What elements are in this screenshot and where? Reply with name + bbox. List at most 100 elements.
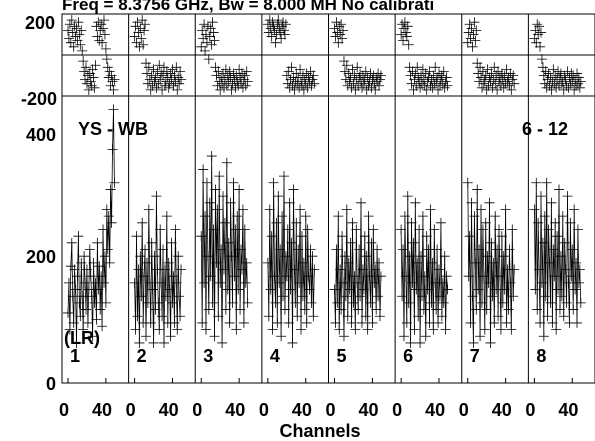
phase-point	[486, 68, 497, 79]
phase-point	[214, 76, 225, 87]
phase-point	[546, 84, 557, 95]
phase-point	[334, 21, 345, 32]
amp-point	[431, 304, 442, 315]
phase-point	[85, 76, 96, 87]
amp-point	[554, 304, 565, 315]
amp-point	[214, 171, 225, 182]
amp-point	[218, 191, 229, 202]
amp-point	[95, 304, 106, 315]
phase-point	[474, 76, 485, 87]
amp-point	[225, 197, 236, 208]
amp-point	[132, 311, 143, 322]
amp-point	[495, 324, 506, 335]
amp-point	[204, 197, 215, 208]
amp-point	[550, 217, 561, 228]
amp-point	[414, 224, 425, 235]
amp-point	[85, 271, 96, 282]
phase-point	[571, 80, 582, 91]
phase-point	[298, 84, 309, 95]
amp-point	[330, 317, 341, 328]
amp-point	[285, 284, 296, 295]
phase-point	[99, 29, 110, 40]
amp-point	[288, 184, 299, 195]
phase-point	[332, 27, 343, 38]
amp-point	[99, 251, 110, 262]
amp-point	[352, 277, 363, 288]
phase-point	[283, 66, 294, 77]
amp-point	[436, 311, 447, 322]
phase-point	[553, 66, 564, 77]
phase-point	[342, 80, 353, 91]
amp-point	[141, 257, 152, 268]
phase-point	[217, 78, 228, 89]
phase-point	[346, 82, 357, 93]
amp-point	[477, 224, 488, 235]
amp-point	[553, 284, 564, 295]
amp-point	[173, 251, 184, 262]
amp-point	[206, 151, 217, 162]
amp-point	[563, 277, 574, 288]
amp-point	[150, 304, 161, 315]
phase-point	[90, 60, 101, 71]
phase-point	[137, 15, 148, 26]
amp-point	[197, 317, 208, 328]
phase-point	[475, 62, 486, 73]
phase-point	[160, 76, 171, 87]
phase-point	[572, 78, 583, 89]
xtick-label: 0	[459, 400, 469, 420]
phase-point	[162, 72, 173, 83]
phase-point	[360, 66, 371, 77]
baseline-label: YS - WB	[78, 119, 148, 139]
amp-point	[552, 231, 563, 242]
amp-point	[301, 317, 312, 328]
phase-point	[563, 82, 574, 93]
phase-point	[358, 78, 369, 89]
amp-point	[465, 317, 476, 328]
amp-point	[494, 271, 505, 282]
phase-point	[541, 82, 552, 93]
amp-point	[423, 244, 434, 255]
phase-point	[534, 21, 545, 32]
phase-point	[548, 64, 559, 75]
phase-point	[172, 84, 183, 95]
phase-point	[485, 76, 496, 87]
amp-point	[537, 237, 548, 248]
amp-point	[156, 277, 167, 288]
phase-point	[430, 62, 441, 73]
amp-point	[263, 311, 274, 322]
amp-point	[464, 231, 475, 242]
phase-point	[498, 82, 509, 93]
phase-point	[562, 66, 573, 77]
amp-point	[406, 217, 417, 228]
amp-point	[277, 211, 288, 222]
phase-point	[507, 74, 518, 85]
phase-point	[285, 74, 296, 85]
phase-point	[369, 78, 380, 89]
phase-point	[436, 70, 447, 81]
xtick-label: 40	[159, 400, 179, 420]
phase-point	[476, 82, 487, 93]
amp-point	[232, 211, 243, 222]
amp-ytick-400: 400	[26, 125, 56, 145]
amp-point	[266, 231, 277, 242]
phase-point	[467, 41, 478, 52]
amp-point	[219, 217, 230, 228]
phase-point	[423, 72, 434, 83]
phase-point	[489, 62, 500, 73]
amp-point	[473, 284, 484, 295]
phase-point	[493, 66, 504, 77]
phase-point	[504, 80, 515, 91]
phase-point	[148, 64, 159, 75]
amp-point	[107, 144, 118, 155]
phase-point	[361, 84, 372, 95]
amp-point	[76, 257, 87, 268]
amp-point	[103, 211, 114, 222]
amp-point	[63, 277, 74, 288]
phase-point	[142, 78, 153, 89]
amp-point	[565, 217, 576, 228]
phase-point	[532, 19, 543, 30]
amp-point	[428, 324, 439, 335]
amp-point	[547, 317, 558, 328]
amp-point	[417, 211, 428, 222]
phase-point	[267, 17, 278, 28]
